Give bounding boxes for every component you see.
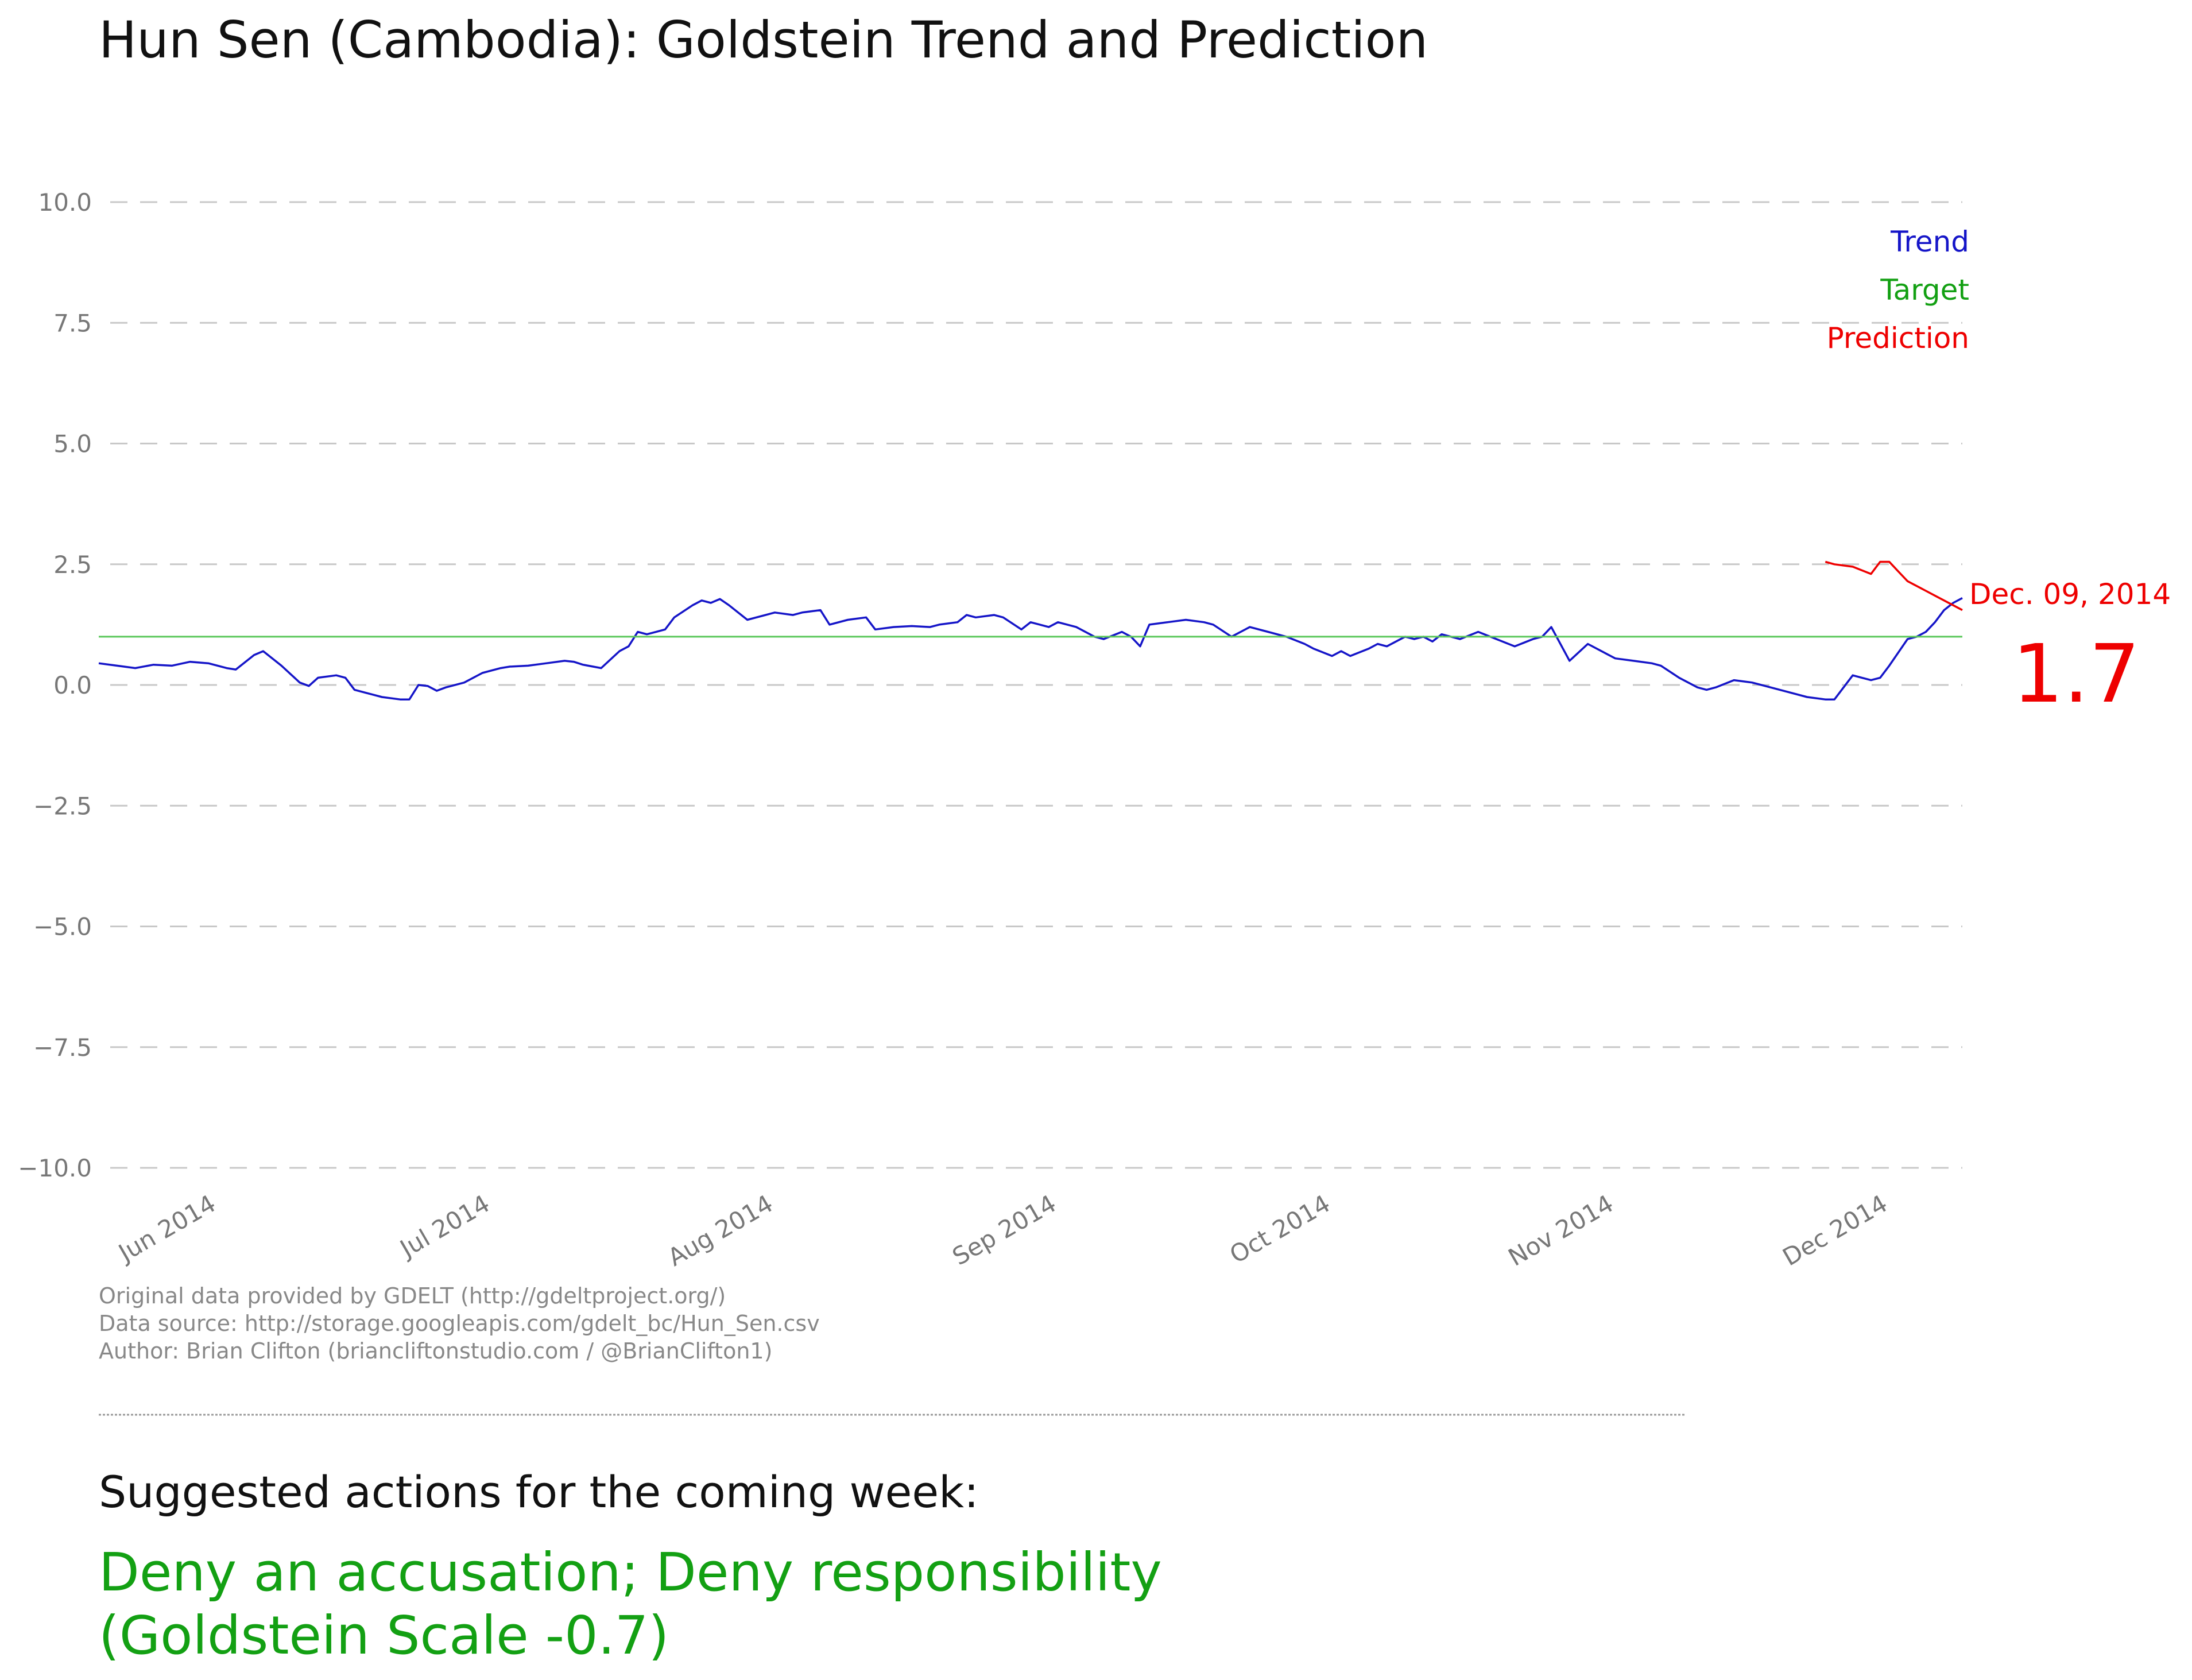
x-tick-label: Aug 2014: [663, 1189, 778, 1272]
y-tick-label: 2.5: [53, 551, 92, 579]
footer-line-source: Data source: http://storage.googleapis.c…: [99, 1311, 820, 1336]
y-tick-label: −2.5: [33, 792, 92, 820]
y-tick-label: −5.0: [33, 913, 92, 941]
series-line-trend: [98, 597, 1963, 700]
x-tick-label: Jul 2014: [394, 1189, 494, 1263]
y-axis-ticks: 10.0 7.5 5.0 2.5 0.0 −2.5 −5.0 −7.5 −10.0: [18, 188, 92, 1182]
prediction-date-label: Dec. 09, 2014: [1969, 578, 2171, 611]
y-tick-label: 5.0: [53, 430, 92, 458]
legend-item-trend: Trend: [1890, 225, 1969, 258]
footer-line-author: Author: Brian Clifton (briancliftonstudi…: [99, 1338, 772, 1364]
legend-item-prediction: Prediction: [1827, 322, 1969, 355]
series-lines: [98, 560, 1963, 700]
y-tick-label: 10.0: [38, 188, 92, 216]
legend: Trend Target Prediction: [1827, 225, 1969, 355]
footer-credits: Original data provided by GDELT (http://…: [99, 1283, 820, 1364]
x-axis-ticks: Jun 2014 Jul 2014 Aug 2014 Sep 2014 Oct 2014…: [113, 1189, 1892, 1272]
y-tick-label: 0.0: [53, 671, 92, 699]
prediction-value-label: 1.7: [2012, 628, 2140, 721]
actions-line-2: (Goldstein Scale -0.7): [99, 1605, 669, 1666]
actions-line-1: Deny an accusation; Deny responsibility: [99, 1542, 1162, 1603]
chart-title: Hun Sen (Cambodia): Goldstein Trend and …: [99, 10, 1428, 69]
x-tick-label: Dec 2014: [1778, 1189, 1892, 1271]
x-tick-label: Jun 2014: [113, 1189, 220, 1268]
x-tick-label: Nov 2014: [1504, 1189, 1618, 1272]
actions-heading: Suggested actions for the coming week:: [99, 1466, 979, 1518]
y-tick-label: −10.0: [18, 1154, 92, 1182]
series-line-prediction: [1825, 560, 1963, 611]
footer-line-gdelt: Original data provided by GDELT (http://…: [99, 1283, 726, 1309]
y-tick-label: −7.5: [33, 1033, 92, 1062]
x-tick-label: Sep 2014: [948, 1189, 1061, 1271]
grid-lines: [110, 201, 1962, 1169]
x-tick-label: Oct 2014: [1225, 1189, 1335, 1269]
legend-item-target: Target: [1880, 273, 1969, 307]
y-tick-label: 7.5: [53, 309, 92, 337]
